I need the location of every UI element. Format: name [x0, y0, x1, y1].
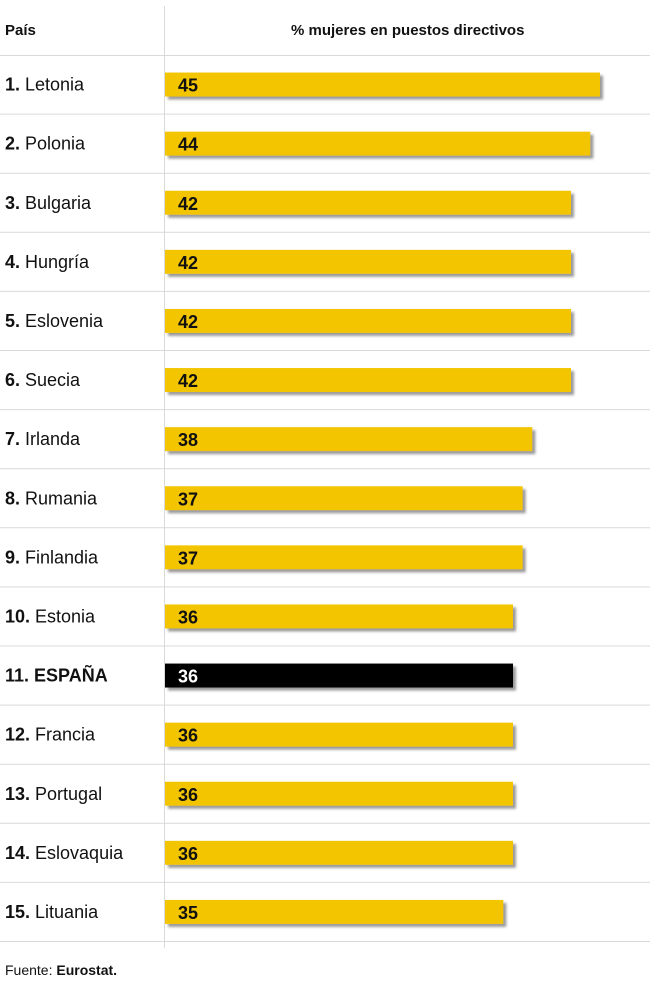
bar: [165, 781, 513, 806]
value-label: 42: [178, 194, 198, 214]
country-label: 8. Rumania: [5, 488, 98, 508]
bar: [165, 427, 533, 452]
rank-number: 1.: [5, 75, 25, 95]
value-label: 36: [178, 844, 198, 864]
country-name: Finlandia: [25, 547, 99, 567]
country-name: Francia: [35, 725, 96, 745]
country-label: 11. ESPAÑA: [5, 665, 108, 686]
country-column-header: País: [5, 22, 36, 39]
rank-number: 2.: [5, 134, 25, 154]
bar: [165, 722, 513, 747]
source-prefix: Fuente:: [5, 962, 53, 978]
bar: [165, 190, 571, 215]
value-label: 38: [178, 430, 198, 450]
column-divider: [164, 6, 165, 948]
country-label: 12. Francia: [5, 725, 96, 745]
value-label: 44: [178, 135, 198, 155]
bar: [165, 368, 571, 393]
chart-header: País % mujeres en puestos directivos: [0, 0, 650, 56]
rank-number: 9.: [5, 547, 25, 567]
country-label: 1. Letonia: [5, 75, 85, 95]
rank-number: 6.: [5, 370, 25, 390]
rank-number: 12.: [5, 725, 35, 745]
country-label: 9. Finlandia: [5, 547, 99, 567]
rank-number: 3.: [5, 193, 25, 213]
rank-number: 10.: [5, 606, 35, 626]
bar: [165, 899, 504, 924]
rank-number: 7.: [5, 429, 25, 449]
value-column-header: % mujeres en puestos directivos: [291, 22, 525, 39]
country-label: 6. Suecia: [5, 370, 81, 390]
country-label: 2. Polonia: [5, 134, 86, 154]
country-name: Portugal: [35, 784, 102, 804]
country-name: Hungría: [25, 252, 90, 272]
value-label: 36: [178, 726, 198, 746]
rank-number: 8.: [5, 488, 25, 508]
country-name: Suecia: [25, 370, 81, 390]
source-note: Fuente: Eurostat.: [5, 962, 117, 978]
country-label: 15. Lituania: [5, 902, 99, 922]
bar: [165, 131, 591, 156]
rank-number: 13.: [5, 784, 35, 804]
rank-number: 15.: [5, 902, 35, 922]
value-label: 35: [178, 903, 198, 923]
bar: [165, 545, 523, 570]
country-name: Eslovaquia: [35, 843, 124, 863]
country-label: 14. Eslovaquia: [5, 843, 124, 863]
country-name: Eslovenia: [25, 311, 104, 331]
value-label: 36: [178, 785, 198, 805]
country-name: Letonia: [25, 75, 85, 95]
country-label: 4. Hungría: [5, 252, 90, 272]
value-label: 42: [178, 371, 198, 391]
value-label: 42: [178, 253, 198, 273]
rank-number: 11.: [5, 666, 34, 686]
bar-chart: 1. Letonia 45 2. Polonia 44 3. Bulgaria 42 4. …: [0, 72, 650, 942]
rank-number: 14.: [5, 843, 35, 863]
country-name: Irlanda: [25, 429, 81, 449]
bar-highlight: [165, 663, 513, 688]
bar: [165, 604, 513, 629]
value-label: 36: [178, 667, 198, 687]
rank-number: 4.: [5, 252, 25, 272]
country-label: 7. Irlanda: [5, 429, 81, 449]
bar: [165, 840, 513, 865]
bar: [165, 249, 571, 274]
country-name: Rumania: [25, 488, 98, 508]
country-label: 5. Eslovenia: [5, 311, 104, 331]
value-label: 37: [178, 489, 198, 509]
value-label: 37: [178, 548, 198, 568]
value-label: 36: [178, 607, 198, 627]
country-name: Bulgaria: [25, 193, 92, 213]
bar: [165, 486, 523, 511]
rank-number: 5.: [5, 311, 25, 331]
country-name: Lituania: [35, 902, 99, 922]
bar: [165, 308, 571, 333]
country-label: 10. Estonia: [5, 606, 96, 626]
value-label: 45: [178, 76, 198, 96]
country-name: Polonia: [25, 134, 86, 154]
bar: [165, 72, 600, 97]
country-label: 13. Portugal: [5, 784, 102, 804]
value-label: 42: [178, 312, 198, 332]
country-name: Estonia: [35, 606, 96, 626]
source-name: Eurostat.: [56, 962, 118, 978]
country-name: ESPAÑA: [34, 665, 108, 686]
country-label: 3. Bulgaria: [5, 193, 92, 213]
